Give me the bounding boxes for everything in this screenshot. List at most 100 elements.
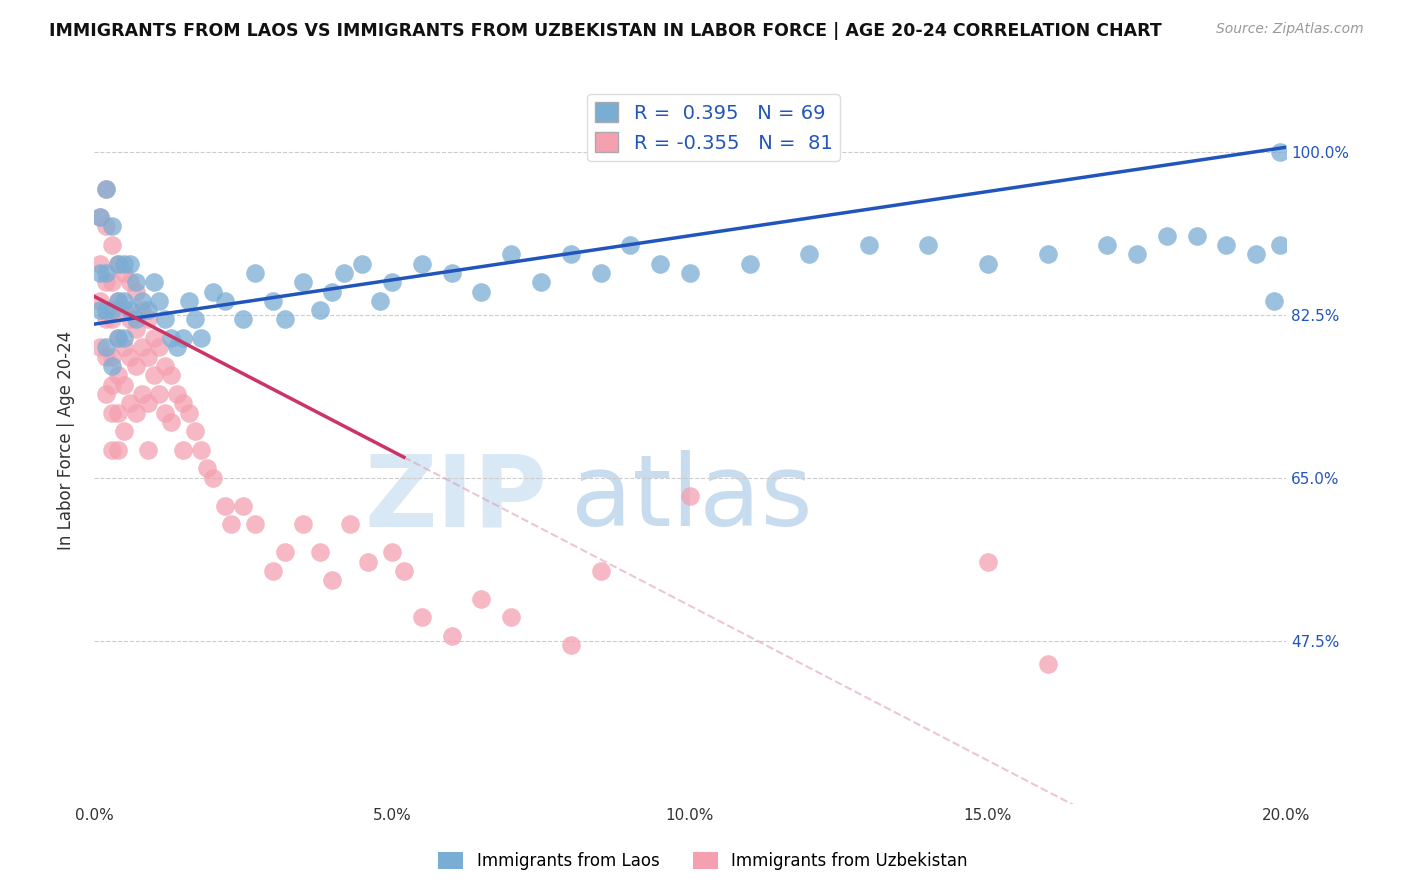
Point bbox=[94, 219, 117, 234]
Point bbox=[184, 424, 207, 438]
Point bbox=[232, 312, 254, 326]
Point bbox=[333, 266, 356, 280]
Point bbox=[107, 293, 129, 308]
Point bbox=[179, 406, 201, 420]
Point bbox=[184, 312, 207, 326]
Point bbox=[118, 396, 141, 410]
Point bbox=[112, 257, 135, 271]
Point bbox=[1268, 238, 1291, 252]
Point bbox=[977, 257, 1000, 271]
Point bbox=[124, 312, 146, 326]
Point bbox=[262, 293, 284, 308]
Point bbox=[1036, 247, 1059, 261]
Point bbox=[501, 247, 523, 261]
Point bbox=[101, 219, 124, 234]
Point bbox=[136, 442, 159, 457]
Point bbox=[679, 489, 702, 503]
Point bbox=[179, 293, 201, 308]
Point bbox=[501, 610, 523, 624]
Point bbox=[166, 340, 188, 354]
Point bbox=[124, 322, 146, 336]
Point bbox=[797, 247, 820, 261]
Point bbox=[589, 564, 612, 578]
Point bbox=[94, 340, 117, 354]
Point bbox=[309, 545, 332, 559]
Point bbox=[411, 610, 433, 624]
Point bbox=[160, 415, 183, 429]
Point bbox=[136, 396, 159, 410]
Point bbox=[202, 285, 225, 299]
Point bbox=[112, 377, 135, 392]
Point bbox=[131, 387, 153, 401]
Point bbox=[124, 359, 146, 373]
Point bbox=[112, 266, 135, 280]
Point bbox=[89, 266, 111, 280]
Point bbox=[112, 331, 135, 345]
Point bbox=[166, 387, 188, 401]
Point bbox=[118, 275, 141, 289]
Point bbox=[94, 303, 117, 318]
Point bbox=[160, 331, 183, 345]
Point bbox=[94, 182, 117, 196]
Point bbox=[124, 406, 146, 420]
Point bbox=[136, 312, 159, 326]
Point bbox=[142, 275, 165, 289]
Point bbox=[101, 377, 124, 392]
Point bbox=[136, 350, 159, 364]
Point bbox=[243, 266, 266, 280]
Point bbox=[339, 517, 361, 532]
Point bbox=[1263, 293, 1285, 308]
Point bbox=[917, 238, 939, 252]
Point bbox=[352, 257, 374, 271]
Point bbox=[112, 293, 135, 308]
Point bbox=[101, 359, 124, 373]
Point bbox=[118, 350, 141, 364]
Point bbox=[1268, 145, 1291, 159]
Point bbox=[470, 591, 492, 606]
Point bbox=[560, 247, 582, 261]
Point bbox=[94, 387, 117, 401]
Point bbox=[131, 293, 153, 308]
Point bbox=[202, 471, 225, 485]
Point bbox=[101, 312, 124, 326]
Text: atlas: atlas bbox=[571, 450, 813, 547]
Point bbox=[131, 303, 153, 318]
Point bbox=[101, 350, 124, 364]
Point bbox=[172, 396, 194, 410]
Point bbox=[273, 545, 295, 559]
Point bbox=[1036, 657, 1059, 671]
Point bbox=[190, 331, 212, 345]
Point bbox=[190, 442, 212, 457]
Point bbox=[94, 350, 117, 364]
Point bbox=[243, 517, 266, 532]
Point bbox=[160, 368, 183, 383]
Point bbox=[107, 331, 129, 345]
Point bbox=[142, 368, 165, 383]
Point bbox=[368, 293, 391, 308]
Point bbox=[1095, 238, 1118, 252]
Point bbox=[214, 293, 236, 308]
Point bbox=[124, 275, 146, 289]
Point bbox=[118, 312, 141, 326]
Point bbox=[1126, 247, 1149, 261]
Point bbox=[155, 359, 177, 373]
Point bbox=[440, 629, 463, 643]
Point bbox=[977, 555, 1000, 569]
Point bbox=[124, 285, 146, 299]
Point bbox=[172, 331, 194, 345]
Point bbox=[262, 564, 284, 578]
Point bbox=[357, 555, 380, 569]
Point bbox=[94, 266, 117, 280]
Point bbox=[560, 638, 582, 652]
Point bbox=[321, 285, 343, 299]
Text: Source: ZipAtlas.com: Source: ZipAtlas.com bbox=[1216, 22, 1364, 37]
Text: IMMIGRANTS FROM LAOS VS IMMIGRANTS FROM UZBEKISTAN IN LABOR FORCE | AGE 20-24 CO: IMMIGRANTS FROM LAOS VS IMMIGRANTS FROM … bbox=[49, 22, 1161, 40]
Point bbox=[107, 257, 129, 271]
Point bbox=[148, 387, 170, 401]
Point bbox=[107, 293, 129, 308]
Point bbox=[1215, 238, 1237, 252]
Point bbox=[381, 275, 404, 289]
Point bbox=[136, 303, 159, 318]
Point bbox=[589, 266, 612, 280]
Point bbox=[94, 182, 117, 196]
